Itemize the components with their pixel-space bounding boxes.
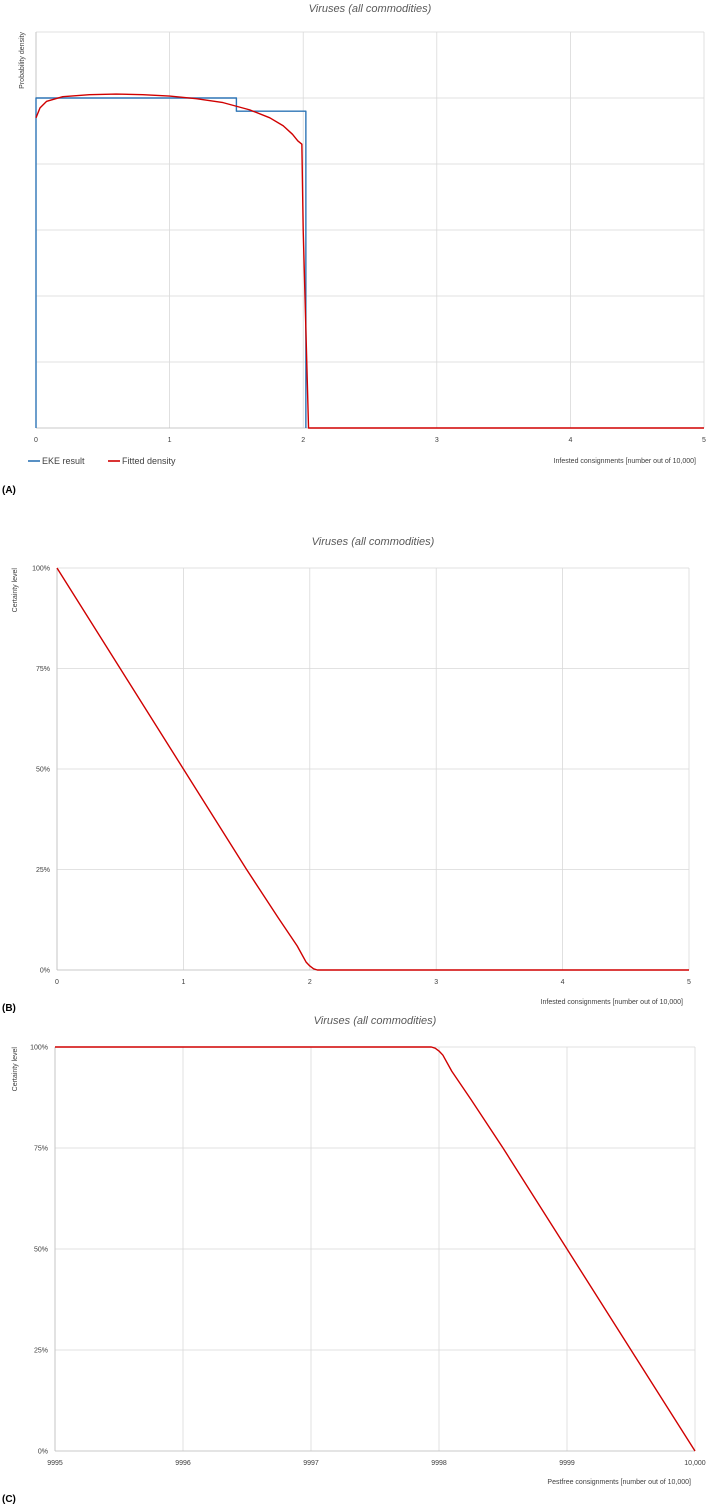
y-tick-label: 25% <box>34 1348 48 1355</box>
chart-panel-b: Viruses (all commodities)0 1 2 3 4 50%25%50%7… <box>2 536 691 1014</box>
x-tick-label: 9999 <box>559 1460 575 1467</box>
series-line-1 <box>35 93 704 429</box>
y-tick-label: 0% <box>40 968 50 975</box>
x-tick-label: 9997 <box>303 1460 319 1467</box>
legend-entry: Fitted density <box>122 456 176 466</box>
series-line-0 <box>35 97 307 428</box>
x-tick-label: 2 <box>308 979 312 986</box>
series-line-0 <box>55 1046 696 1452</box>
y-tick-label: 75% <box>36 666 50 673</box>
y-tick-label: 100% <box>30 1045 48 1052</box>
y-tick-label: 25% <box>36 867 50 874</box>
x-axis-label: Infested consignments [number out of 10,… <box>554 458 696 465</box>
x-tick-label: 3 <box>435 437 439 444</box>
x-tick-label: 9995 <box>47 1460 63 1467</box>
panel-label: (A) <box>2 485 16 496</box>
chart-panel-a: Viruses (all commodities) 0 1 2 3 4 5 Infested … <box>2 3 706 496</box>
y-axis-label: Certainty level <box>12 568 19 613</box>
x-tick-label: 1 <box>181 979 185 986</box>
x-tick-label: 0 <box>55 979 59 986</box>
panel-label: (C) <box>2 1494 16 1505</box>
x-tick-label: 9998 <box>431 1460 447 1467</box>
panel-label: (B) <box>2 1003 16 1014</box>
y-axis-label: Probability density <box>19 32 26 89</box>
chart-panel-c: Viruses (all commodities) 9995 9996 9997 999… <box>2 1015 706 1505</box>
chart-title: Viruses (all commodities) <box>312 536 435 548</box>
x-tick-label: 4 <box>561 979 565 986</box>
y-axis-label: Certainty level <box>12 1047 19 1092</box>
y-tick-label: 75% <box>34 1146 48 1153</box>
x-tick-label: 9996 <box>175 1460 191 1467</box>
x-tick-label: 2 <box>301 437 305 444</box>
x-axis-label: Pestfree consignments [number out of 10,… <box>547 1479 691 1486</box>
series-line-0 <box>56 567 689 971</box>
x-tick-label: 3 <box>434 979 438 986</box>
legend-entry: EKE result <box>42 456 85 466</box>
x-tick-label: 10,000 <box>684 1460 706 1467</box>
x-tick-label: 5 <box>702 437 706 444</box>
x-axis-label: Infested consignments [number out of 10,… <box>541 999 683 1006</box>
x-tick-label: 0 <box>34 437 38 444</box>
x-tick-label: 4 <box>568 437 572 444</box>
x-tick-label: 5 <box>687 979 691 986</box>
y-tick-label: 50% <box>36 767 50 774</box>
x-tick-label: 1 <box>168 437 172 444</box>
chart-title: Viruses (all commodities) <box>309 3 432 15</box>
y-tick-label: 0% <box>38 1449 48 1456</box>
y-tick-label: 50% <box>34 1247 48 1254</box>
y-tick-label: 100% <box>32 566 50 573</box>
chart-title: Viruses (all commodities) <box>314 1015 437 1027</box>
